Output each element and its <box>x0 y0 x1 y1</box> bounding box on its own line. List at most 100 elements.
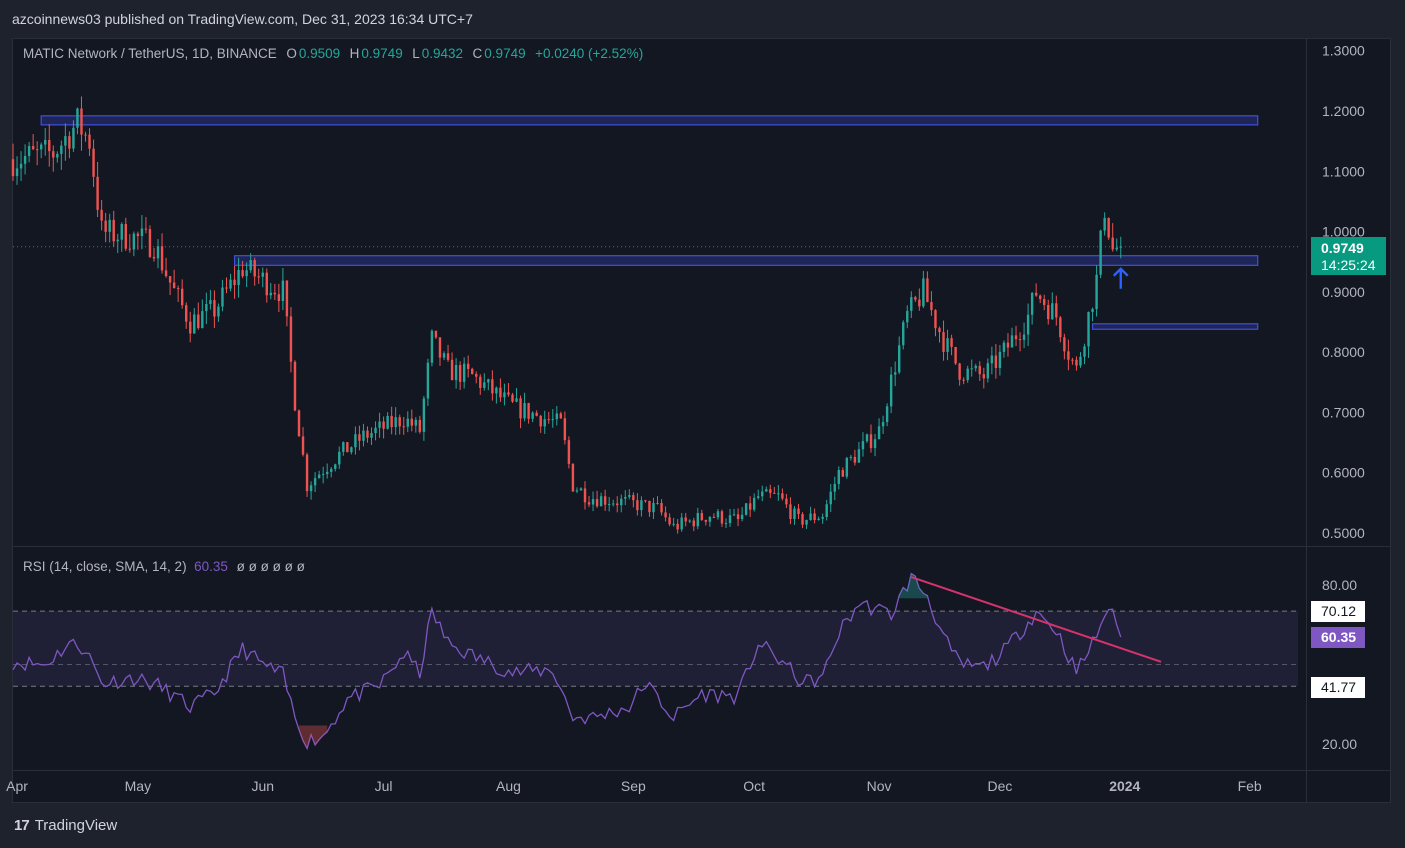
price-tick-label: 1.3000 <box>1322 43 1365 59</box>
candle-body <box>466 363 470 369</box>
candle-body <box>229 279 232 289</box>
candle-body <box>430 330 434 363</box>
candle-body <box>644 500 647 502</box>
rsi-oversold-fill <box>299 725 328 749</box>
support-resistance-zone[interactable] <box>1091 323 1259 330</box>
up-arrow-icon[interactable] <box>1112 267 1129 289</box>
candle-body <box>249 260 252 271</box>
candle-body <box>1111 237 1114 250</box>
candle-body <box>1030 292 1034 315</box>
candle-body <box>761 491 764 497</box>
candle-body <box>60 145 63 154</box>
candle-body <box>156 246 160 259</box>
low-value: 0.9432 <box>421 46 464 61</box>
tradingview-logo[interactable]: 17 TradingView <box>14 817 117 834</box>
rsi-line[interactable] <box>12 572 1122 751</box>
candle-body <box>418 419 422 432</box>
candle-body <box>350 447 353 453</box>
candle-body <box>68 136 71 149</box>
candle-body <box>1014 335 1018 340</box>
last-price-tag: 0.9749 14:25:24 <box>1311 237 1386 275</box>
candle-body <box>27 146 31 156</box>
candle-body <box>487 379 490 383</box>
candle-body <box>136 233 140 237</box>
candle-body <box>209 300 212 304</box>
close-label: C <box>472 46 483 61</box>
candle-body <box>104 220 107 232</box>
price-tick-label: 0.8000 <box>1322 344 1365 360</box>
candle-body <box>342 442 345 452</box>
candle-body <box>1119 246 1122 248</box>
candle-body <box>624 496 627 499</box>
candle-body <box>1006 342 1010 348</box>
support-resistance-zone[interactable] <box>233 255 1259 266</box>
candle-body <box>793 508 796 520</box>
candle-body <box>825 504 828 517</box>
candle-body <box>567 440 571 464</box>
candle-body <box>607 504 611 506</box>
candle-body <box>406 418 409 427</box>
candle-body <box>656 502 659 504</box>
low-label: L <box>412 46 420 61</box>
candle-body <box>865 434 869 442</box>
candle-body <box>309 485 313 492</box>
candle-body <box>483 382 486 388</box>
candle-body <box>495 387 498 394</box>
rsi-trendline[interactable] <box>910 576 1162 663</box>
candle-body <box>575 490 579 492</box>
candle-body <box>354 434 357 448</box>
candle-body <box>539 415 542 427</box>
chart-frame[interactable] <box>12 38 1391 803</box>
candle-body <box>595 499 599 507</box>
candle-body <box>128 248 132 250</box>
candle-body <box>15 168 19 177</box>
candle-body <box>930 302 933 311</box>
candle-body <box>414 419 418 426</box>
support-resistance-zone[interactable] <box>40 115 1259 126</box>
candle-body <box>362 430 365 441</box>
candle-body <box>454 365 458 381</box>
candle-body <box>817 518 820 521</box>
candle-body <box>559 413 563 419</box>
candle-body <box>897 345 901 373</box>
rsi-legend[interactable]: RSI (14, close, SMA, 14, 2) 60.35 ø ø ø … <box>23 559 305 574</box>
candle-body <box>213 300 216 317</box>
candle-body <box>692 520 695 527</box>
candle-body <box>1075 359 1078 366</box>
candle-body <box>168 276 172 283</box>
candle-body <box>144 228 148 230</box>
candle-body <box>954 346 957 364</box>
candle-body <box>116 239 119 242</box>
candle-body <box>217 306 220 317</box>
candle-body <box>716 511 720 518</box>
candle-body <box>934 310 937 329</box>
candle-body <box>994 355 998 368</box>
candle-body <box>1103 217 1106 231</box>
high-value: 0.9749 <box>361 46 403 61</box>
candle-body <box>958 363 961 380</box>
candle-body <box>563 418 567 441</box>
candle-body <box>257 276 260 278</box>
candle-body <box>39 144 43 150</box>
candle-body <box>446 353 450 360</box>
candle-body <box>547 419 550 421</box>
candle-body <box>503 392 506 398</box>
candle-body <box>132 233 136 250</box>
candle-body <box>841 470 845 477</box>
symbol-name[interactable]: MATIC Network / TetherUS, 1D, BINANCE <box>23 46 277 61</box>
candle-body <box>1026 314 1030 335</box>
candle-body <box>889 374 893 407</box>
candle-body <box>112 219 115 242</box>
price-tick-label: 0.6000 <box>1322 465 1365 481</box>
candle-body <box>696 513 700 527</box>
rsi-label[interactable]: RSI (14, close, SMA, 14, 2) <box>23 559 187 574</box>
published-by-text: azcoinnews03 published on TradingView.co… <box>12 11 473 27</box>
candle-body <box>906 310 909 323</box>
candle-body <box>56 153 59 158</box>
candle-body <box>281 280 285 302</box>
candle-body <box>773 492 776 494</box>
rsi-value: 60.35 <box>194 559 228 574</box>
candle-body <box>164 270 168 277</box>
